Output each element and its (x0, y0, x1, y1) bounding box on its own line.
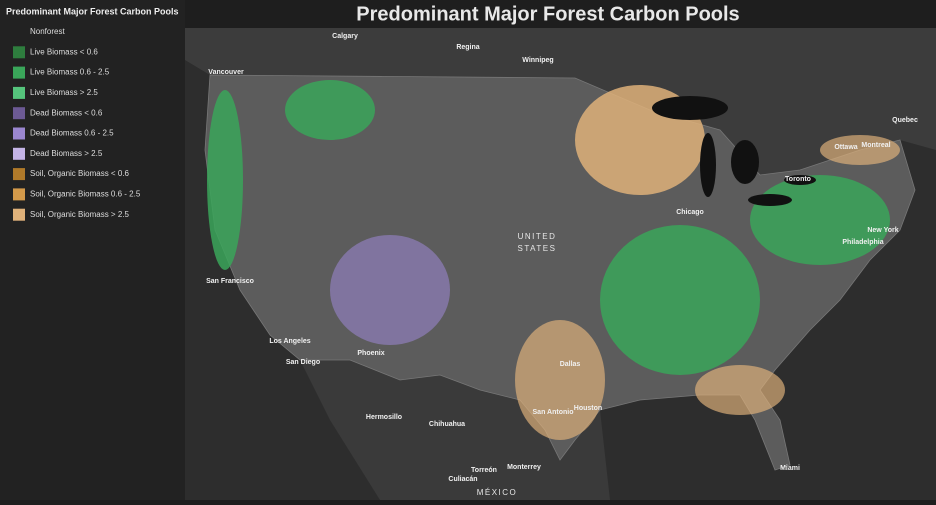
legend-panel (0, 0, 185, 500)
forest-texas (515, 320, 605, 440)
legend-label: Dead Biomass < 0.6 (30, 108, 103, 117)
legend-label: Nonforest (30, 27, 65, 36)
place-label: Toronto (785, 176, 811, 183)
mexico-land (300, 360, 610, 500)
legend-swatch (13, 168, 25, 181)
place-label: New York (867, 227, 898, 234)
legend-swatch (13, 188, 25, 201)
place-label: Culiacán (448, 476, 477, 483)
legend-swatch (13, 107, 25, 120)
place-label: Chihuahua (429, 421, 465, 428)
place-label: Vancouver (208, 69, 244, 76)
place-label: MÉXICO (477, 488, 518, 497)
place-label: Quebec (892, 117, 918, 124)
lake-erie (748, 194, 792, 206)
place-label: Monterrey (507, 464, 541, 471)
lake-superior (652, 96, 728, 120)
forest-quebec (820, 135, 900, 165)
legend-label: Dead Biomass 0.6 - 2.5 (30, 129, 114, 138)
legend-label: Live Biomass 0.6 - 2.5 (30, 68, 110, 77)
legend-swatch (13, 86, 25, 99)
forest-east (600, 225, 760, 375)
place-label: STATES (518, 244, 557, 253)
place-label: Calgary (332, 33, 358, 40)
forest-southwest (330, 235, 450, 345)
place-label: Montreal (861, 142, 890, 149)
legend-title: Predominant Major Forest Carbon Pools (6, 6, 179, 16)
legend-label: Soil, Organic Biomass 0.6 - 2.5 (30, 190, 141, 199)
lake-michigan (700, 133, 716, 197)
legend-swatch (13, 46, 25, 59)
legend-swatch (13, 26, 25, 38)
place-label: Hermosillo (366, 414, 402, 421)
great-lakes (652, 96, 816, 206)
place-label: Torreón (471, 467, 497, 474)
map-title: Predominant Major Forest Carbon Pools (356, 3, 739, 25)
forest-west-coast (207, 90, 243, 270)
place-label: Philadelphia (842, 239, 883, 246)
forest-northeast (750, 175, 890, 265)
legend-label: Soil, Organic Biomass < 0.6 (30, 169, 129, 178)
place-label: Phoenix (357, 350, 384, 357)
place-label: Regina (456, 44, 479, 51)
lake-ontario (784, 175, 816, 185)
place-label: Houston (574, 405, 602, 412)
place-label: Winnipeg (522, 57, 553, 64)
place-label: San Antonio (533, 409, 574, 416)
place-label: San Diego (286, 359, 320, 366)
place-label: Ottawa (834, 144, 857, 151)
forest-rockies-north (285, 80, 375, 140)
place-label: Los Angeles (269, 338, 310, 345)
legend-swatch (13, 208, 25, 221)
place-label: Miami (780, 465, 800, 472)
legend-label: Soil, Organic Biomass > 2.5 (30, 210, 129, 219)
forest-southeast (695, 365, 785, 415)
place-label: San Francisco (206, 278, 254, 285)
legend-label: Live Biomass < 0.6 (30, 47, 98, 56)
legend-swatch (13, 127, 25, 140)
legend-label: Live Biomass > 2.5 (30, 88, 98, 97)
legend-label: Dead Biomass > 2.5 (30, 149, 103, 158)
canada-land (185, 28, 936, 175)
legend-swatch (13, 147, 25, 160)
place-label: Chicago (676, 209, 704, 216)
lake-huron (731, 140, 759, 184)
legend-swatch (13, 66, 25, 79)
place-label: Dallas (560, 361, 581, 368)
place-label: UNITED (518, 232, 557, 241)
